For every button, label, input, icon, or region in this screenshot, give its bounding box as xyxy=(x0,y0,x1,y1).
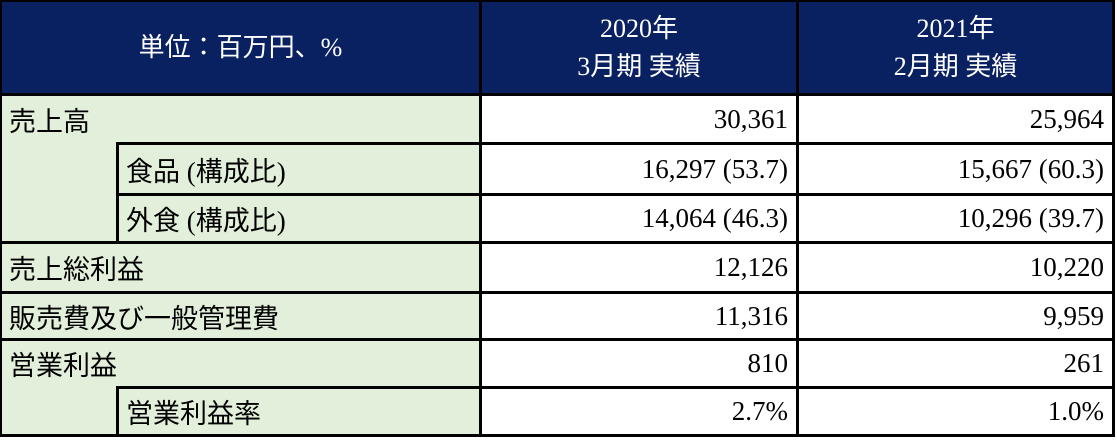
table-border-right xyxy=(1112,0,1115,437)
grid-line-indent-operating-margin xyxy=(116,386,119,437)
cell-gross-profit-fy2020: 12,126 xyxy=(713,252,788,282)
grid-line-below-header xyxy=(0,93,1115,96)
table-border-left xyxy=(0,0,2,437)
cell-operating-margin-fy2020: 2.7% xyxy=(731,396,788,426)
row-label-food: 食品 (構成比) xyxy=(126,156,286,187)
fy2020-period-label: 3月期 実績 xyxy=(577,51,701,81)
cell-net-sales-fy2020: 30,361 xyxy=(713,103,788,134)
table-border-bottom xyxy=(0,434,1115,437)
grid-line-col-2021 xyxy=(796,0,799,437)
grid-line-col-2020 xyxy=(479,0,482,437)
header-background xyxy=(0,0,1115,96)
row-label-restaurant: 外食 (構成比) xyxy=(126,206,286,236)
column-header-fy2021: 2021年 2月期 実績 xyxy=(799,2,1112,93)
fy2021-year-label: 2021年 xyxy=(916,13,995,43)
cell-food-fy2021: 15,667 (60.3) xyxy=(957,153,1104,184)
cell-food-fy2020: 16,297 (53.7) xyxy=(641,153,788,184)
row-label-sga-expenses: 販売費及び一般管理費 xyxy=(9,303,279,334)
cell-restaurant-fy2021: 10,296 (39.7) xyxy=(957,203,1104,233)
unit-header-label: 単位：百万円、% xyxy=(138,32,343,62)
column-header-fy2020: 2020年 3月期 実績 xyxy=(482,2,796,93)
grid-line-row2 xyxy=(116,193,1115,196)
cell-sga-fy2020: 11,316 xyxy=(714,300,788,331)
cell-operating-income-fy2020: 810 xyxy=(747,348,789,378)
label-column-background xyxy=(0,96,481,437)
cell-sga-fy2021: 9,959 xyxy=(1043,300,1104,331)
row-label-gross-profit: 売上総利益 xyxy=(9,255,144,285)
fy2021-period-label: 2月期 実績 xyxy=(893,51,1018,81)
cell-gross-profit-fy2021: 10,220 xyxy=(1029,252,1104,282)
grid-line-row1 xyxy=(116,142,1115,145)
row-label-operating-margin: 営業利益率 xyxy=(126,399,261,429)
row-label-operating-income: 営業利益 xyxy=(9,351,117,381)
cell-net-sales-fy2021: 25,964 xyxy=(1029,103,1104,134)
row-label-net-sales: 売上高 xyxy=(9,106,90,137)
cell-operating-margin-fy2021: 1.0% xyxy=(1047,396,1104,426)
grid-line-row3 xyxy=(0,241,1115,244)
table-border-top xyxy=(0,0,1115,2)
unit-header-cell: 単位：百万円、% xyxy=(2,2,479,93)
grid-line-row5 xyxy=(0,338,1115,341)
grid-line-row4 xyxy=(0,291,1115,294)
grid-line-row6 xyxy=(116,386,1115,389)
grid-line-indent-sales-breakdown xyxy=(116,142,119,244)
fy2020-year-label: 2020年 xyxy=(599,13,678,43)
cell-restaurant-fy2020: 14,064 (46.3) xyxy=(641,203,788,233)
cell-operating-income-fy2021: 261 xyxy=(1063,348,1105,378)
